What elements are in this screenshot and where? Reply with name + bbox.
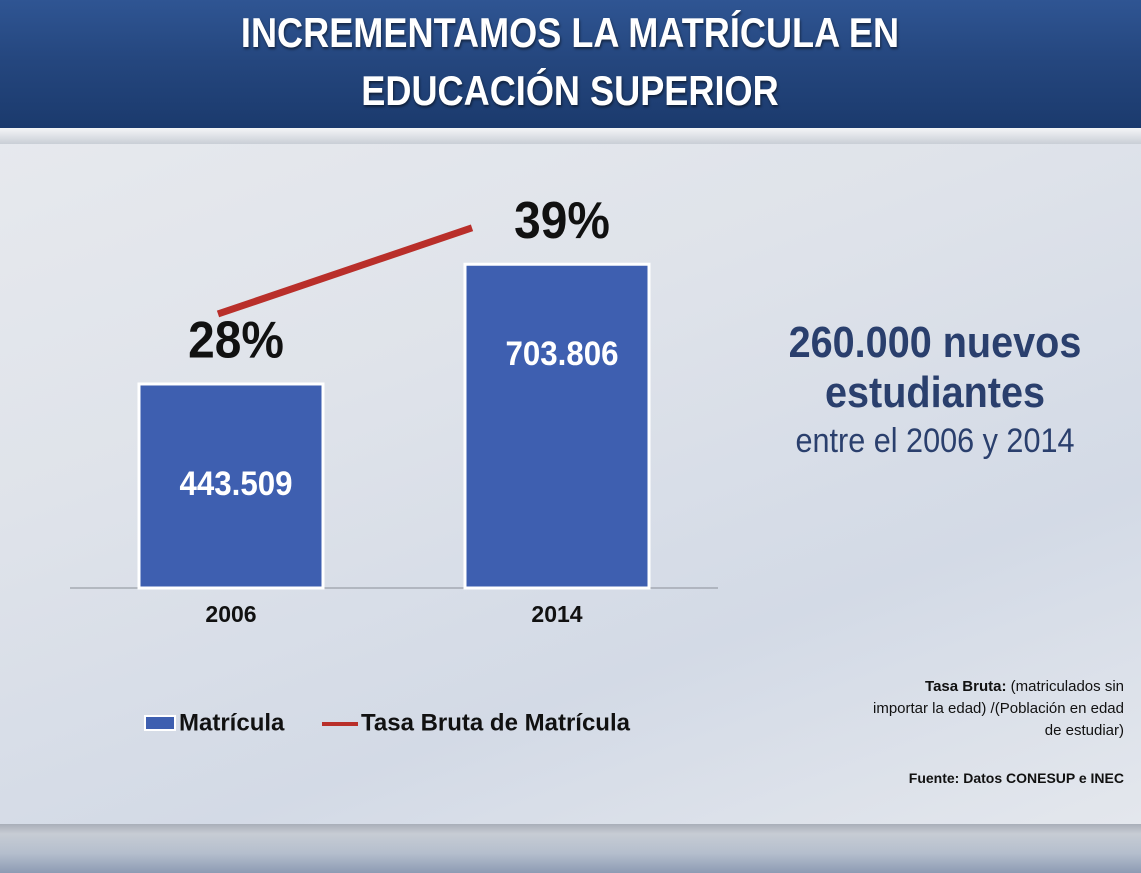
subline: entre el 2006 y 2014 <box>795 422 1075 460</box>
headline: 260.000 nuevos estudiantes <box>788 318 1082 417</box>
legend-label: Tasa Bruta de Matrícula <box>361 709 631 736</box>
note-text: (matriculados sin importar la edad) /(Po… <box>873 678 1124 739</box>
rate-line <box>216 224 474 318</box>
bar <box>463 262 651 590</box>
bar <box>137 382 325 590</box>
note: Tasa Bruta: (matriculados sin importar l… <box>870 676 1124 742</box>
header-strip <box>0 128 1141 144</box>
footer-band <box>0 824 1141 873</box>
bar-value-label: 703.806 <box>505 334 618 373</box>
legend-label: Matrícula <box>179 709 285 736</box>
rate-label: 28% <box>188 311 284 369</box>
note-term: Tasa Bruta: <box>925 678 1007 695</box>
rate-label: 39% <box>514 191 610 249</box>
x-tick-label: 2014 <box>531 601 582 627</box>
legend-swatch-bar <box>144 715 176 731</box>
source: Fuente: Datos CONESUP e INEC <box>908 770 1124 786</box>
header-band <box>0 0 1141 128</box>
x-tick-label: 2006 <box>205 601 256 627</box>
bar-value-label: 443.509 <box>179 464 292 503</box>
chart-title: INCREMENTAMOS LA MATRÍCULA EN EDUCACIÓN … <box>240 9 900 114</box>
